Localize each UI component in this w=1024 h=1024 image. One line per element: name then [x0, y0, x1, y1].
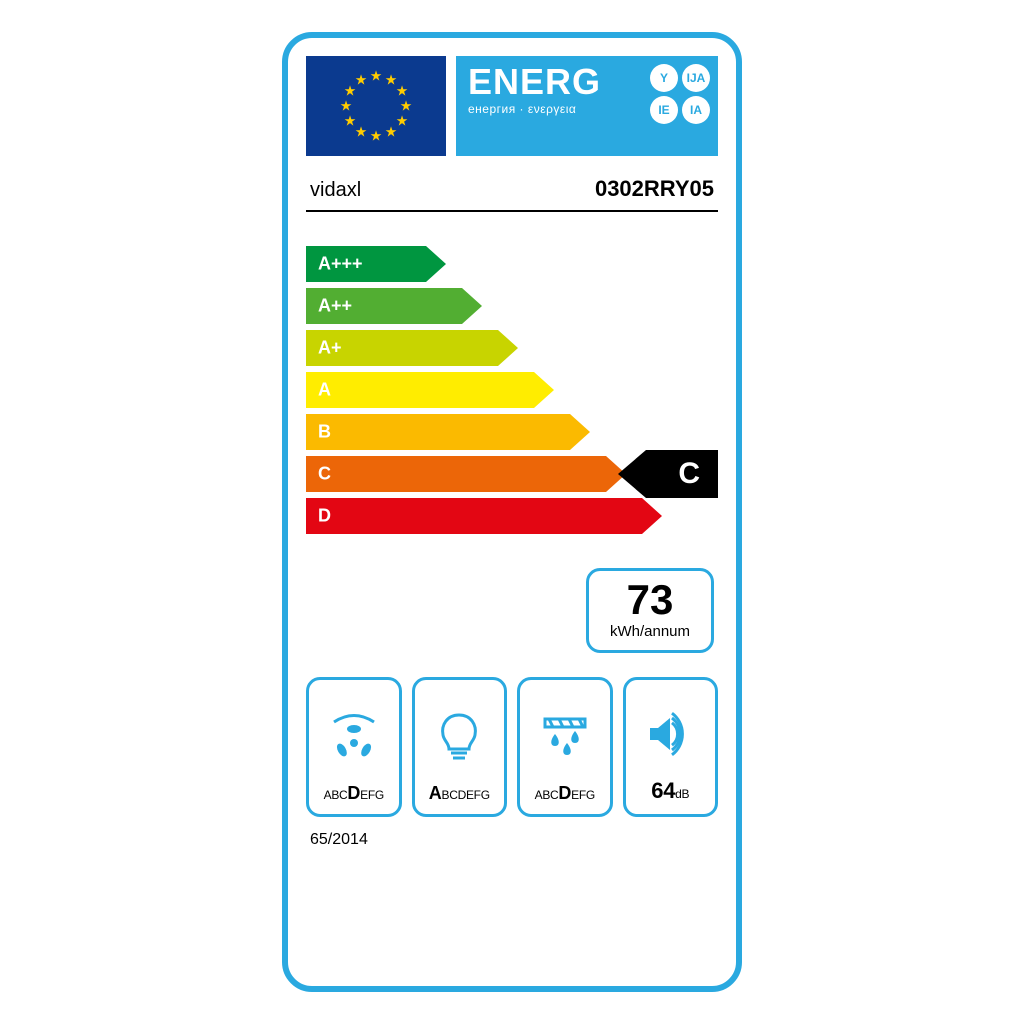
- eu-star-icon: ★: [370, 128, 383, 145]
- eu-star-icon: ★: [370, 68, 383, 85]
- efficiency-class-row: A+++: [306, 246, 718, 282]
- eu-star-icon: ★: [355, 123, 368, 140]
- lang-circle: IA: [682, 96, 710, 124]
- hood-fan-icon: [324, 707, 384, 767]
- consumption-wrap: 73 kWh/annum: [306, 568, 718, 653]
- efficiency-class-row: A++: [306, 288, 718, 324]
- pictogram-icon-wrap: [524, 690, 606, 783]
- efficiency-class-row: A+: [306, 330, 718, 366]
- noise-text: 64dB: [651, 778, 689, 804]
- consumption-unit: kWh/annum: [597, 623, 703, 640]
- model-number: 0302RRY05: [595, 176, 714, 202]
- product-rating-arrow-icon: [618, 450, 718, 498]
- efficiency-class-label: D: [318, 506, 331, 527]
- supplier-name: vidaxl: [310, 179, 361, 202]
- efficiency-arrow-icon: [306, 372, 554, 408]
- efficiency-arrow-icon: [306, 456, 626, 492]
- energy-label: ★★★★★★★★★★★★ ENERG енергия · ενεργεια YI…: [282, 32, 742, 992]
- efficiency-class-label: B: [318, 422, 331, 443]
- pictogram-fluid-dynamic-efficiency: ABCDEFG: [306, 677, 402, 817]
- efficiency-class-label: A+++: [318, 254, 363, 275]
- pictogram-icon-wrap: [419, 690, 501, 783]
- eu-star-icon: ★: [344, 113, 357, 130]
- lang-circle: IE: [650, 96, 678, 124]
- efficiency-class-label: A: [318, 380, 331, 401]
- eu-star-icon: ★: [396, 113, 409, 130]
- efficiency-class-label: A+: [318, 338, 342, 359]
- header-row: ★★★★★★★★★★★★ ENERG енергия · ενεργεια YI…: [306, 56, 718, 156]
- filter-drops-icon: [535, 707, 595, 767]
- pictogram-noise: 64dB: [623, 677, 719, 817]
- efficiency-scale: A+++A++A+ABCCD: [306, 246, 718, 540]
- lang-circle: IJA: [682, 64, 710, 92]
- energy-banner: ENERG енергия · ενεργεια YIJAIEIA: [456, 56, 718, 156]
- eu-star-icon: ★: [340, 98, 353, 115]
- regulation-number: 65/2014: [306, 831, 718, 849]
- pictogram-scale-text: ABCDEFG: [535, 783, 595, 804]
- lang-circles: YIJAIEIA: [650, 64, 710, 124]
- efficiency-class-row: CC: [306, 456, 718, 492]
- id-row: vidaxl 0302RRY05: [306, 176, 718, 212]
- consumption-value: 73: [597, 579, 703, 621]
- speaker-icon: [640, 704, 700, 764]
- pictogram-scale-text: ABCDEFG: [429, 783, 490, 804]
- efficiency-class-label: C: [318, 464, 331, 485]
- pictogram-lighting-efficiency: ABCDEFG: [412, 677, 508, 817]
- efficiency-class-label: A++: [318, 296, 352, 317]
- product-rating-label: C: [678, 457, 700, 491]
- efficiency-arrow-icon: [306, 414, 590, 450]
- eu-star-icon: ★: [385, 123, 398, 140]
- pictogram-row: ABCDEFG ABCDEFG ABCDEFG 64dB: [306, 677, 718, 817]
- pictogram-grease-filtering-efficiency: ABCDEFG: [517, 677, 613, 817]
- efficiency-class-row: B: [306, 414, 718, 450]
- eu-flag: ★★★★★★★★★★★★: [306, 56, 446, 156]
- eu-star-icon: ★: [355, 72, 368, 89]
- efficiency-arrow-icon: [306, 498, 662, 534]
- bulb-icon: [429, 707, 489, 767]
- efficiency-class-row: A: [306, 372, 718, 408]
- pictogram-icon-wrap: [630, 690, 712, 778]
- pictogram-icon-wrap: [313, 690, 395, 783]
- efficiency-class-row: D: [306, 498, 718, 534]
- consumption-box: 73 kWh/annum: [586, 568, 714, 653]
- lang-circle: Y: [650, 64, 678, 92]
- pictogram-scale-text: ABCDEFG: [324, 783, 384, 804]
